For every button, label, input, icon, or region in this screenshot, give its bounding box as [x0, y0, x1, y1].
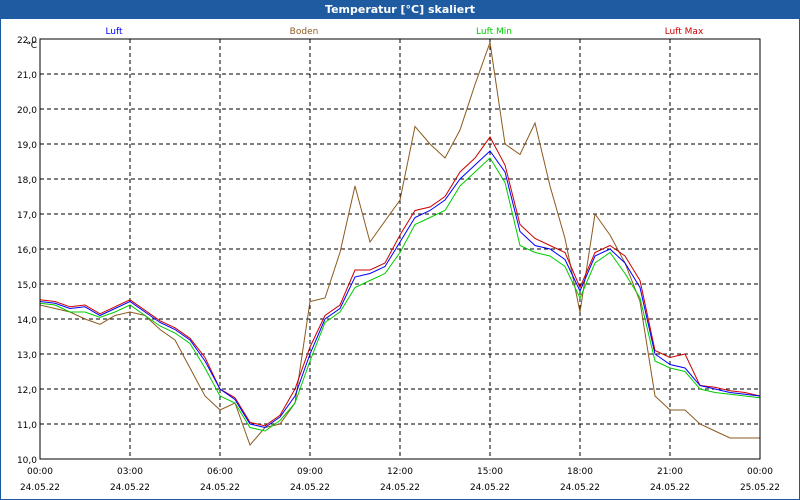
y-tick-label: 12,0 — [17, 386, 37, 396]
series-layer — [39, 42, 761, 446]
grid — [39, 38, 761, 460]
window-title: Temperatur [°C] skaliert — [1, 1, 799, 19]
x-tick-date: 24.05.22 — [200, 483, 240, 493]
y-tick-label: 15,0 — [17, 281, 37, 291]
series-line-luft-max — [39, 136, 761, 427]
x-tick-time: 03:00 — [117, 467, 143, 477]
x-tick-time: 00:00 — [27, 467, 53, 477]
x-tick-time: 21:00 — [657, 467, 683, 477]
series-line-luft-min — [39, 157, 761, 432]
legend-item-luft-min: Luft Min — [476, 27, 512, 37]
x-tick-date: 24.05.22 — [380, 483, 420, 493]
x-tick-date: 24.05.22 — [110, 483, 150, 493]
y-tick-label: 11,0 — [17, 421, 37, 431]
x-tick-time: 18:00 — [567, 467, 593, 477]
series-line-boden — [39, 42, 760, 446]
x-tick-time: 00:00 — [747, 467, 773, 477]
x-tick-date: 25.05.22 — [740, 483, 780, 493]
x-tick-time: 06:00 — [207, 467, 233, 477]
x-axis-labels: 00:00 24.05.22 03:00 24.05.22 06:00 24.05.22 0… — [20, 467, 780, 493]
y-tick-label: 10,0 — [17, 456, 37, 466]
y-tick-label: 17,0 — [17, 211, 37, 221]
x-tick-time: 15:00 — [477, 467, 503, 477]
plot-frame — [39, 38, 761, 460]
x-tick-date: 24.05.22 — [650, 483, 690, 493]
x-tick-date: 24.05.22 — [470, 483, 510, 493]
series-line-luft — [39, 150, 761, 429]
legend-item-luft-max: Luft Max — [665, 27, 704, 37]
x-tick-time: 09:00 — [297, 467, 323, 477]
x-tick-date: 24.05.22 — [560, 483, 600, 493]
y-tick-label: 20,0 — [17, 106, 37, 116]
y-tick-label: 13,0 — [17, 351, 37, 361]
y-tick-label: 22,0 — [17, 36, 37, 46]
x-tick-date: 24.05.22 — [20, 483, 60, 493]
y-axis-unit: °C — [26, 41, 37, 51]
y-tick-label: 14,0 — [17, 316, 37, 326]
y-axis-labels: 10,0 11,0 12,0 13,0 14,0 15,0 16,0 17,0 18,0 19,0… — [17, 36, 37, 466]
legend-item-boden: Boden — [290, 27, 319, 37]
legend-item-luft: Luft — [105, 27, 123, 37]
y-tick-label: 18,0 — [17, 176, 37, 186]
legend: Luft Boden Luft Min Luft Max — [105, 27, 704, 37]
y-tick-label: 21,0 — [17, 71, 37, 81]
x-tick-date: 24.05.22 — [290, 483, 330, 493]
y-tick-label: 16,0 — [17, 246, 37, 256]
y-tick-label: 19,0 — [17, 141, 37, 151]
chart-area: 10,0 11,0 12,0 13,0 14,0 15,0 16,0 17,0 18,0 19,0… — [17, 27, 780, 493]
x-tick-time: 12:00 — [387, 467, 413, 477]
